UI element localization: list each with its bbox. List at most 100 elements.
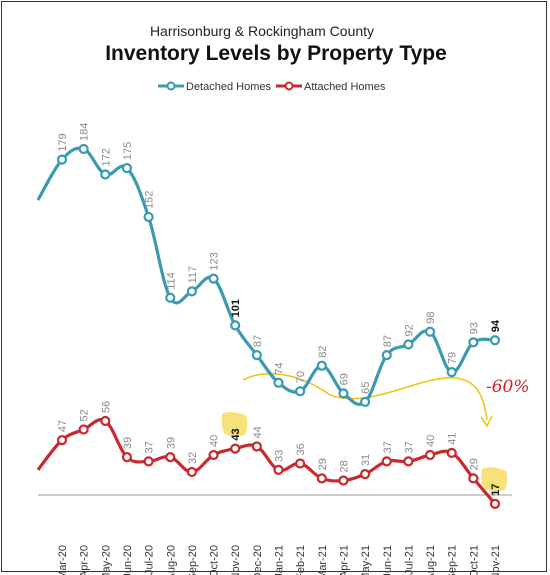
x-tick-label: Jul-21 [403,545,415,575]
attached-data-label: 40 [209,435,221,447]
attached-data-label: 41 [447,433,459,445]
detached-point [100,169,111,180]
attached-data-label: 29 [468,458,480,470]
detached-point [360,396,371,407]
detached-data-label: 98 [425,312,437,324]
chart-title: Inventory Levels by Property Type [105,42,447,65]
detached-point [381,350,392,361]
highlight-layer [221,412,508,492]
attached-point [208,449,219,461]
detached-series-line [36,146,496,406]
detached-point [208,273,219,284]
attached-data-label: 43 [230,428,242,440]
data-label-layer: 179 184 172 175 152 114 117 123 101 87 74 70 82 69 65 8… [57,123,502,496]
x-tick-label: Dec-20 [252,545,264,575]
detached-point [186,286,197,297]
detached-data-label: 101 [230,299,242,317]
x-tick-label: Jan-21 [274,545,286,575]
label-highlight-0 [221,412,248,437]
attached-point [338,475,349,486]
attached-point [100,415,111,427]
attached-point [424,449,436,461]
detached-data-label: 87 [382,335,394,347]
x-tick-label: Sep-20 [187,545,199,575]
x-tick-label: Feb-21 [295,545,307,575]
detached-data-label: 69 [338,373,350,385]
detached-point [78,143,89,155]
detached-point [403,339,414,350]
attached-data-label: 32 [187,452,199,464]
attached-data-label: 28 [338,460,350,472]
attached-data-label: 17 [490,484,502,496]
x-tick-layer: Mar-20 Apr-20 May-20 Jun-20 Jul-20 Aug-20 Sep-… [57,545,502,575]
attached-data-label: 44 [252,426,264,438]
attached-point [230,443,241,454]
attached-point [165,452,176,463]
detached-data-label: 94 [490,319,502,332]
attached-data-label: 36 [295,443,307,455]
attached-point [446,447,457,458]
detached-point [338,388,349,399]
attached-point [381,456,392,467]
attached-point [143,456,154,467]
x-tick-label: Mar-21 [317,545,329,575]
detached-point [230,320,241,331]
detached-data-label: 184 [79,123,91,141]
x-tick-label: Apr-20 [79,545,91,575]
attached-data-label: 47 [57,420,69,432]
detached-data-label: 82 [317,346,329,358]
attached-data-label: 52 [79,409,91,421]
detached-point [316,360,327,371]
label-highlight-1 [481,467,508,492]
detached-data-label: 172 [100,148,112,166]
chart-subtitle: Harrisonburg & Rockingham County [150,23,374,39]
detached-data-label: 70 [295,371,307,383]
x-tick-label: Jun-20 [122,545,134,575]
attached-data-label: 37 [144,441,156,453]
legend-attached-marker [284,81,294,91]
attached-point [295,458,306,469]
detached-point [468,337,479,348]
detached-point [424,326,436,337]
detached-point [295,386,306,397]
detached-point [489,335,501,346]
attached-data-label: 39 [122,437,134,449]
x-tick-label: Nov-21 [490,545,502,575]
attached-point [56,435,68,446]
x-tick-label: Jun-21 [382,545,394,575]
x-tick-label: May-21 [360,545,372,575]
detached-data-label: 175 [122,142,134,160]
detached-point [121,163,133,174]
detached-data-label: 152 [144,191,156,209]
attached-point [403,456,414,467]
detached-point [446,367,457,378]
detached-data-label: 117 [187,266,199,284]
detached-data-label: 65 [360,382,372,394]
x-tick-label: Nov-20 [230,545,242,575]
detached-point [251,350,262,361]
attached-data-label: 56 [100,401,112,413]
attached-point [78,424,89,435]
x-tick-label: Jul-20 [144,545,156,575]
detached-point [143,211,154,223]
annotation-percent-change: -60% [486,377,530,397]
detached-data-label: 114 [165,272,177,290]
detached-point [273,377,284,388]
attached-series-line [36,418,497,505]
x-tick-label: May-20 [100,545,112,575]
attached-point [468,473,479,484]
detached-data-label: 123 [209,252,221,270]
detached-data-label: 74 [274,363,286,375]
attached-point [273,464,284,475]
attached-data-label: 37 [382,441,394,453]
attached-point [360,469,371,480]
legend-detached-marker [166,81,176,91]
attached-data-label: 33 [274,450,286,462]
legend-detached-label: Detached Homes [186,81,271,93]
series-layer [36,143,501,509]
x-tick-label: Mar-20 [57,545,69,575]
attached-point [186,466,197,478]
annotation-arrow [242,372,488,421]
